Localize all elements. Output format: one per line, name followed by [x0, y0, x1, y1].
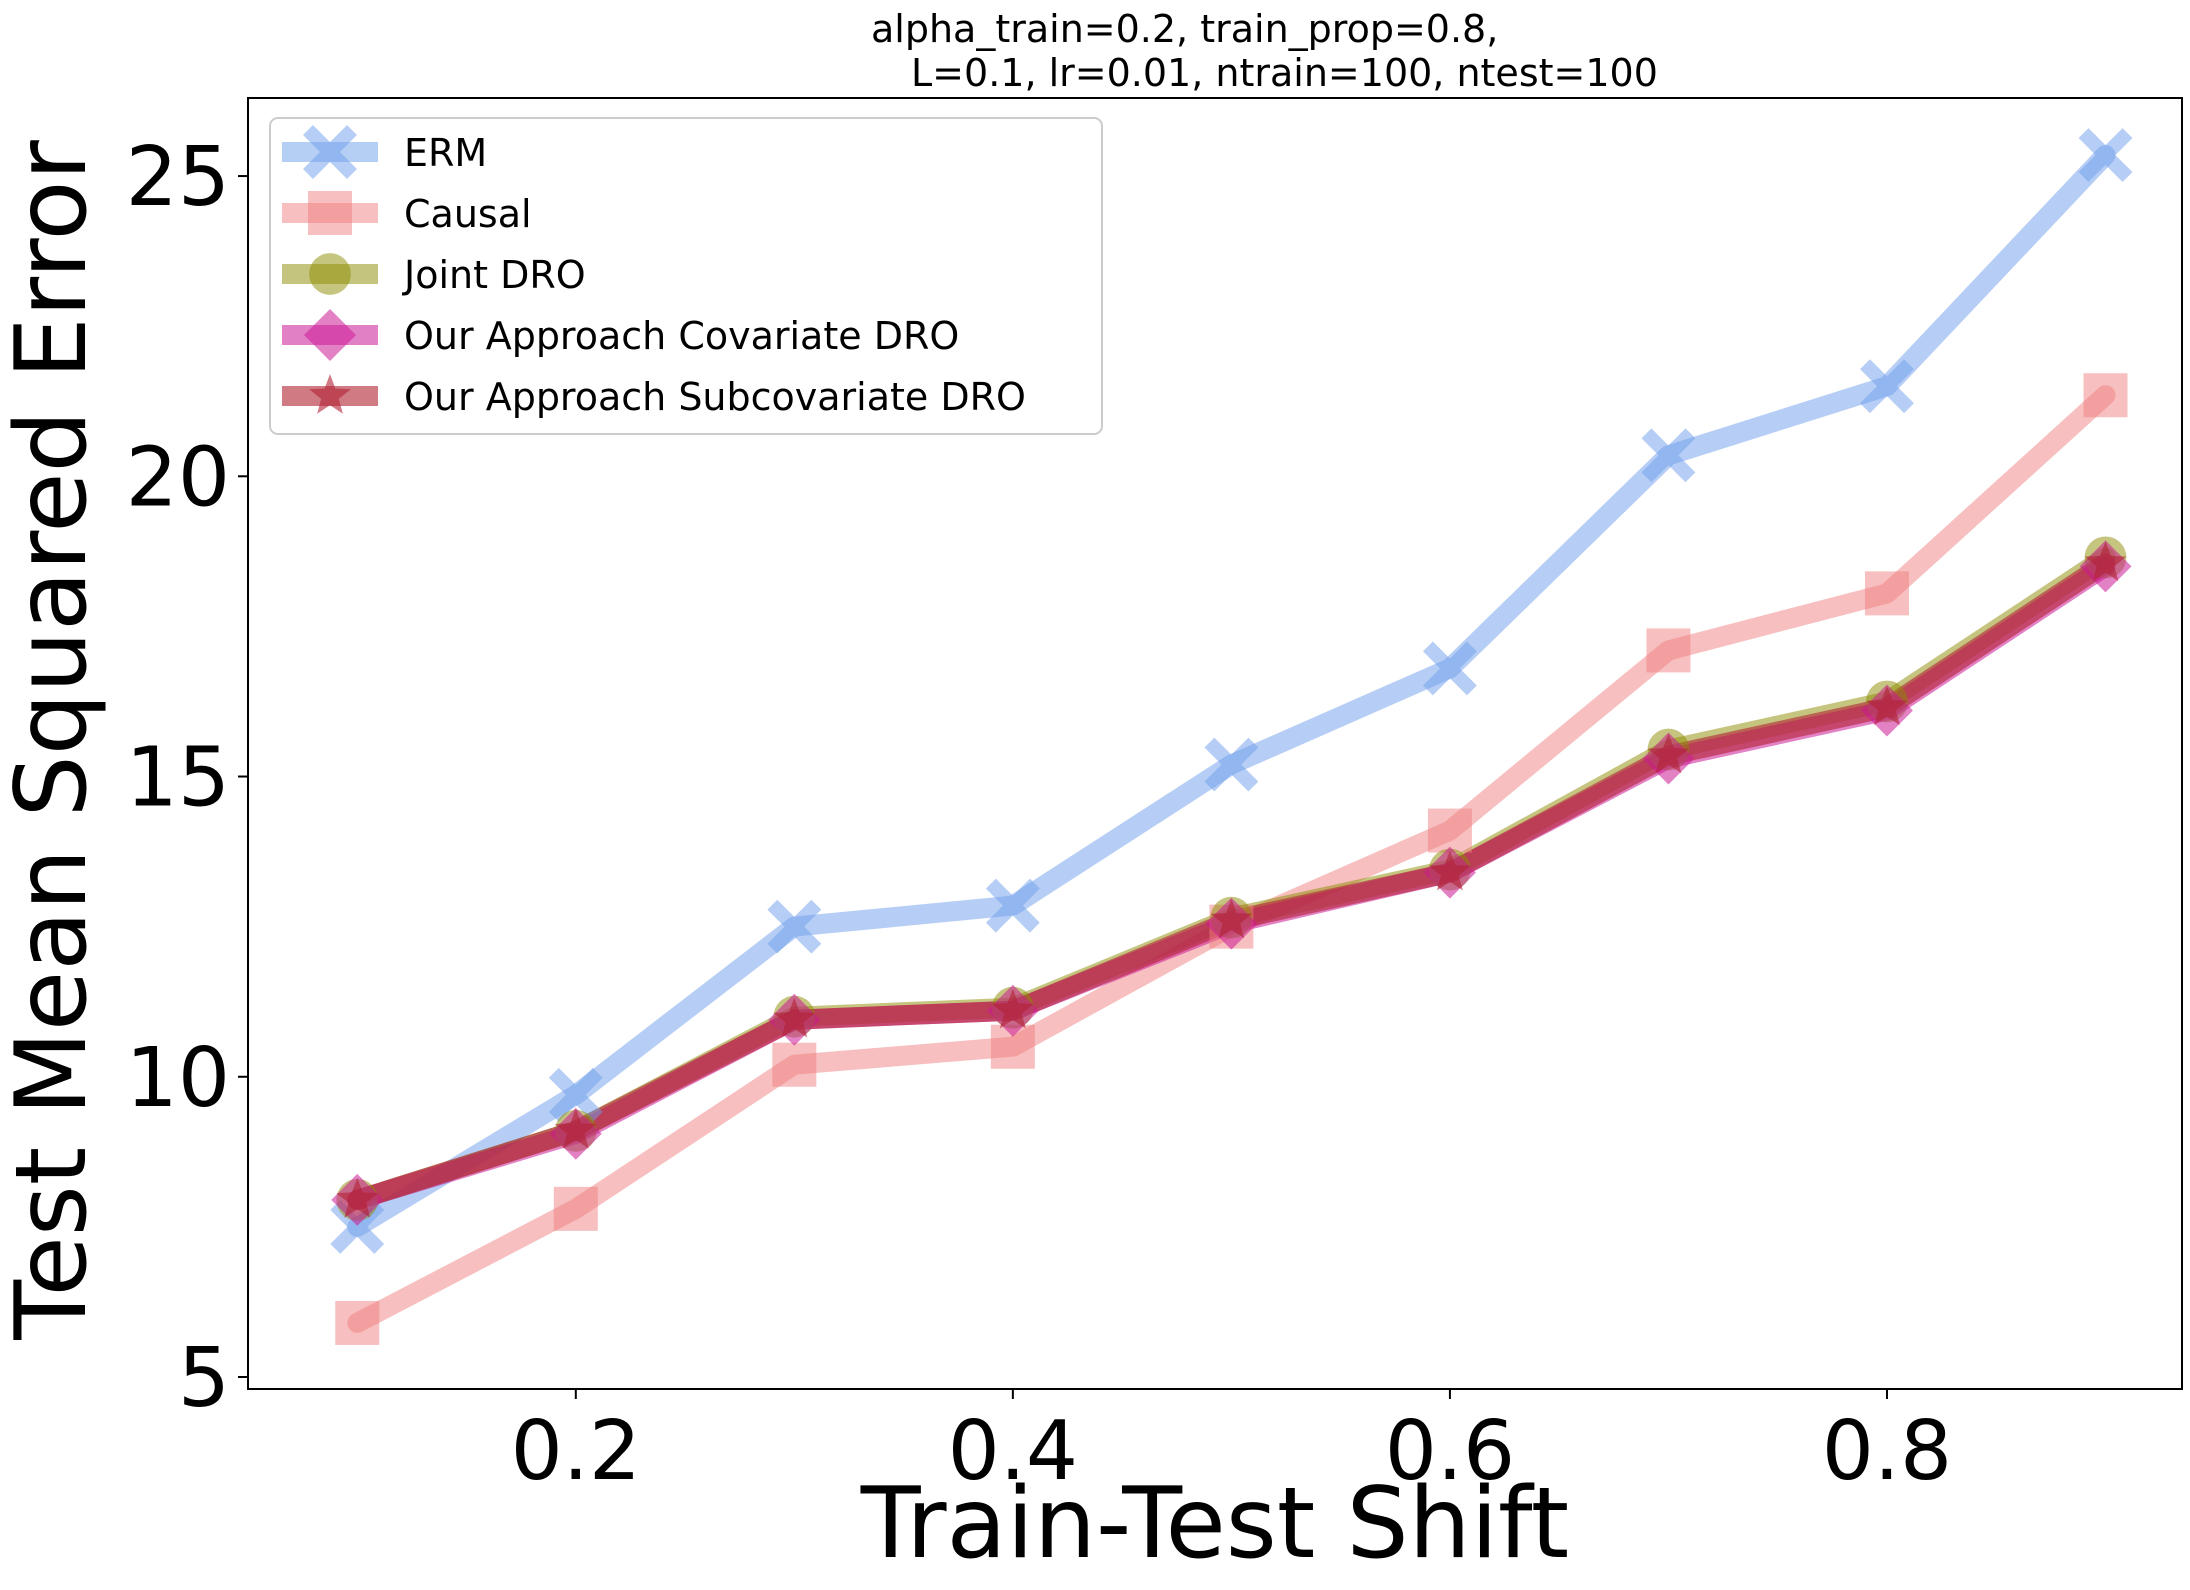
- data-point-causal: [1646, 628, 1691, 673]
- data-point-erm: [2078, 128, 2133, 182]
- data-point-erm: [1860, 359, 1914, 414]
- legend-swatch-marker: [309, 374, 351, 414]
- series-markers: [330, 128, 2133, 1345]
- x-tick-label: 0.6: [1385, 1404, 1515, 1499]
- legend-label: Our Approach Subcovariate DRO: [404, 375, 1026, 419]
- x-tick-label: 0.4: [948, 1404, 1078, 1499]
- data-point-our-approach-subcovariate-dro: [1210, 898, 1253, 939]
- legend-swatch-marker: [309, 253, 351, 295]
- x-tick-label: 0.2: [511, 1404, 641, 1499]
- data-point-causal: [2083, 373, 2128, 418]
- data-point-our-approach-subcovariate-dro: [1866, 685, 1908, 726]
- legend-item-joint-dro: Joint DRO: [282, 253, 586, 297]
- legend-swatch-marker: [304, 309, 356, 361]
- data-point-erm: [1422, 641, 1477, 696]
- data-point-erm: [1641, 428, 1696, 483]
- legend-item-causal: Causal: [282, 191, 532, 236]
- legend-label: Joint DRO: [402, 253, 586, 297]
- legend-item-our-approach-covariate-dro: Our Approach Covariate DRO: [282, 309, 959, 361]
- y-tick-label: 10: [126, 1031, 230, 1126]
- legend-item-our-approach-subcovariate-dro: Our Approach Subcovariate DRO: [282, 374, 1026, 419]
- data-point-erm: [548, 1067, 603, 1122]
- data-point-our-approach-subcovariate-dro: [1647, 733, 1690, 774]
- legend-swatch-marker: [303, 125, 357, 179]
- data-point-erm: [1204, 737, 1259, 792]
- legend-frame: [269, 117, 1103, 435]
- data-point-erm: [985, 878, 1040, 933]
- data-point-causal: [1427, 808, 1472, 853]
- data-point-erm: [767, 899, 822, 954]
- y-tick-label: 5: [178, 1331, 230, 1426]
- data-point-our-approach-subcovariate-dro: [1429, 850, 1471, 891]
- y-tick-label: 25: [126, 130, 230, 225]
- x-tick-label: 0.8: [1822, 1404, 1952, 1499]
- legend-label: ERM: [404, 131, 487, 175]
- data-point-causal: [553, 1186, 598, 1231]
- y-axis-label: Test Mean Squared Error: [0, 140, 109, 1341]
- data-point-our-approach-subcovariate-dro: [2084, 541, 2127, 582]
- data-point-causal: [335, 1300, 380, 1345]
- series-line-our-approach-subcovariate-dro: [347, 553, 2116, 1210]
- data-point-our-approach-subcovariate-dro: [773, 997, 816, 1038]
- chart-title-line1: alpha_train=0.2, train_prop=0.8,: [871, 7, 1498, 51]
- x-axis-label: Train-Test Shift: [860, 1467, 1569, 1581]
- chart-title-line2: L=0.1, lr=0.01, ntrain=100, ntest=100: [911, 51, 1658, 95]
- data-point-our-approach-subcovariate-dro: [554, 1108, 597, 1149]
- legend-label: Our Approach Covariate DRO: [404, 314, 959, 358]
- data-point-our-approach-subcovariate-dro: [336, 1177, 379, 1218]
- y-tick-label: 15: [126, 731, 230, 826]
- data-point-causal: [772, 1042, 817, 1087]
- series-line-causal: [347, 385, 2116, 1333]
- legend-entries: ERM Causal Joint DRO Our Approach Covariate…: [282, 125, 1026, 419]
- y-tick-label: 20: [126, 430, 230, 525]
- legend: ERM Causal Joint DRO Our Approach Covariate…: [269, 117, 1103, 435]
- plot-frame: [247, 97, 2183, 1390]
- data-point-our-approach-subcovariate-dro: [991, 988, 1034, 1029]
- legend-swatch-marker: [308, 191, 352, 235]
- legend-item-erm: ERM: [282, 125, 487, 179]
- legend-label: Causal: [404, 192, 532, 236]
- data-point-causal: [1864, 571, 1909, 616]
- axis-ticks: 0.2 0.4 0.6 0.8 5 10 15 20 25: [126, 130, 1953, 1499]
